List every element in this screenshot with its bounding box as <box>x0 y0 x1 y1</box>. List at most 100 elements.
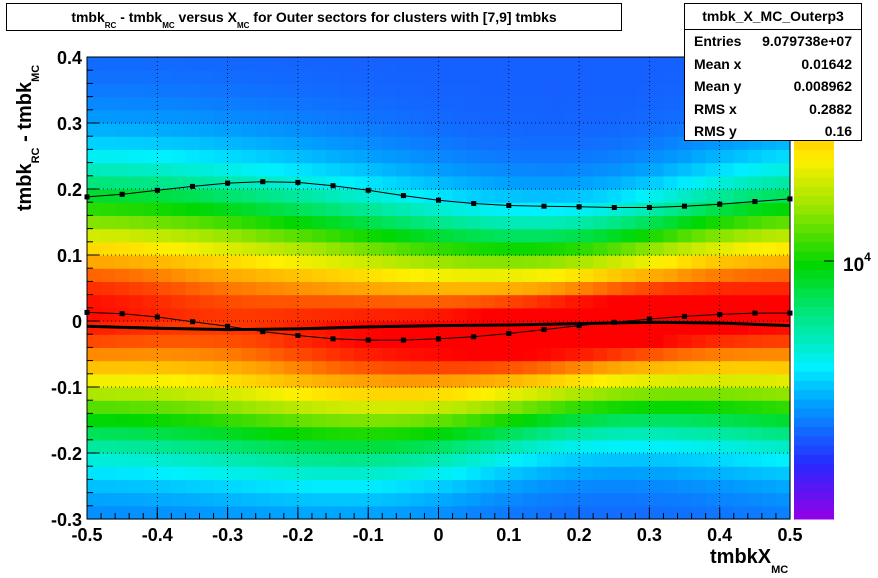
heatmap-cell <box>480 321 496 335</box>
colorbar-bin <box>794 361 834 372</box>
heatmap-cell <box>691 466 707 480</box>
heatmap-cell <box>157 255 172 269</box>
heatmap-cell <box>382 505 397 520</box>
heatmap-cell <box>635 241 650 256</box>
heatmap-cell <box>621 294 636 309</box>
heatmap-cell <box>143 96 158 111</box>
heatmap-cell <box>522 255 538 269</box>
heatmap-cell <box>719 373 735 388</box>
heatmap-cell <box>691 373 707 388</box>
series-point <box>330 183 336 189</box>
heatmap-cell <box>213 96 229 111</box>
heatmap-cell <box>705 466 721 480</box>
heatmap-cell <box>705 162 721 177</box>
heatmap-cell <box>775 373 791 388</box>
heatmap-cell <box>396 202 411 216</box>
heatmap-cell <box>340 307 355 322</box>
heatmap-cell <box>550 189 566 203</box>
series-point <box>682 313 687 319</box>
heatmap-cell <box>761 175 777 190</box>
heatmap-cell <box>550 255 566 269</box>
heatmap-cell <box>283 334 299 348</box>
heatmap-cell <box>297 334 313 348</box>
heatmap-cell <box>705 175 721 190</box>
heatmap-cell <box>522 400 538 414</box>
heatmap-cell <box>199 400 215 414</box>
heatmap-cell <box>368 255 383 269</box>
heatmap-cell <box>171 255 187 269</box>
heatmap-cell <box>354 149 369 164</box>
heatmap-cell <box>143 479 158 494</box>
heatmap-cell <box>466 255 482 269</box>
heatmap-cell <box>677 162 693 177</box>
heatmap-cell <box>593 241 608 256</box>
heatmap-cell <box>536 96 552 111</box>
heatmap-cell <box>565 268 580 282</box>
heatmap-cell <box>283 162 299 177</box>
heatmap-cell <box>775 281 791 296</box>
heatmap-cell <box>593 334 608 348</box>
heatmap-cell <box>508 123 524 137</box>
heatmap-cell <box>480 281 496 296</box>
heatmap-cell <box>480 136 496 150</box>
heatmap-cell <box>87 334 102 348</box>
heatmap-cell <box>705 215 721 230</box>
heatmap-cell <box>101 360 116 375</box>
heatmap-cell <box>494 492 510 507</box>
heatmap-cell <box>775 215 791 230</box>
heatmap-cell <box>297 228 313 243</box>
heatmap-cell <box>522 162 538 177</box>
heatmap-cell <box>368 492 383 507</box>
heatmap-cell <box>466 281 482 296</box>
heatmap-cell <box>621 373 636 388</box>
heatmap-cell <box>199 413 215 428</box>
heatmap-cell <box>410 202 426 216</box>
heatmap-cell <box>522 123 538 137</box>
heatmap-cell <box>705 268 721 282</box>
heatmap-cell <box>565 123 580 137</box>
heatmap-cell <box>494 228 510 243</box>
heatmap-cell <box>508 439 524 454</box>
heatmap-cell <box>241 439 257 454</box>
colorbar-bin <box>794 232 834 243</box>
heatmap-cell <box>607 215 622 230</box>
heatmap-cell <box>424 70 440 84</box>
colorbar-bin <box>794 454 834 465</box>
heatmap-cell <box>101 439 116 454</box>
series-point <box>436 336 441 342</box>
heatmap-cell <box>621 492 636 507</box>
heatmap-cell <box>579 334 594 348</box>
heatmap-cell <box>663 202 679 216</box>
heatmap-cell <box>607 413 622 428</box>
heatmap-cell <box>480 255 496 269</box>
heatmap-cell <box>579 360 594 375</box>
heatmap-cell <box>87 228 102 243</box>
heatmap-cell <box>326 426 341 441</box>
heatmap-cell <box>466 426 482 441</box>
heatmap-cell <box>550 109 566 124</box>
heatmap-cell <box>396 136 411 150</box>
series-point <box>365 187 371 193</box>
heatmap-cell <box>241 307 257 322</box>
heatmap-cell <box>621 268 636 282</box>
heatmap-cell <box>579 228 594 243</box>
heatmap-cell <box>340 189 355 203</box>
heatmap-cell <box>775 149 791 164</box>
heatmap-cell <box>354 215 369 230</box>
heatmap-cell <box>452 136 468 150</box>
heatmap-cell <box>185 453 201 467</box>
heatmap-cell <box>677 321 693 335</box>
heatmap-cell <box>199 426 215 441</box>
heatmap-cell <box>480 189 496 203</box>
heatmap-cell <box>297 466 313 480</box>
heatmap-cell <box>255 479 271 494</box>
heatmap-cell <box>382 413 397 428</box>
heatmap-cell <box>297 373 313 388</box>
heatmap-cell <box>452 439 468 454</box>
heatmap-cell <box>452 492 468 507</box>
series-point <box>119 311 125 317</box>
heatmap-cell <box>185 189 201 203</box>
heatmap-cell <box>719 466 735 480</box>
heatmap-cell <box>691 294 707 309</box>
heatmap-cell <box>466 492 482 507</box>
